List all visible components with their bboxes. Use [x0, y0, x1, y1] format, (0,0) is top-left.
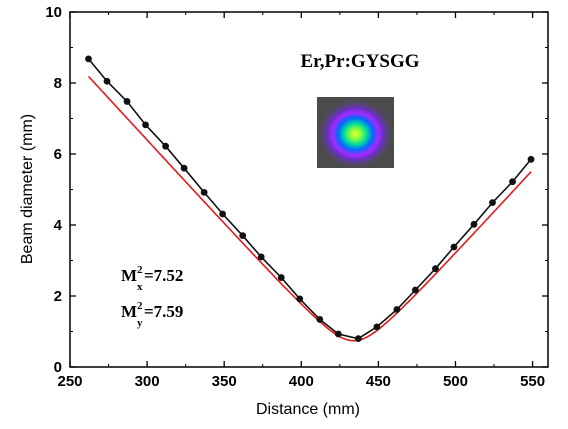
sample-label: Er,Pr:GYSGG	[300, 51, 419, 72]
x-tick-label: 250	[57, 373, 82, 390]
x-tick-label: 550	[520, 373, 545, 390]
x-tick-label: 400	[289, 373, 314, 390]
data-point	[527, 155, 535, 163]
data-point	[393, 306, 401, 313]
data-point	[219, 210, 227, 218]
fit-curve	[87, 75, 532, 342]
svg-text:x: x	[137, 281, 143, 293]
data-point	[277, 274, 285, 281]
svg-text:=7.52: =7.52	[144, 266, 183, 285]
y-tick-label: 0	[54, 359, 62, 376]
x-tick-label: 500	[443, 373, 468, 390]
y-tick-label: 4	[54, 217, 63, 234]
y-tick-label: 2	[54, 288, 62, 305]
svg-text:y: y	[137, 317, 143, 329]
svg-text:M: M	[121, 302, 137, 321]
x-tick-label: 450	[366, 373, 391, 390]
data-point	[334, 330, 342, 338]
tick-group: 250 300 350 400 450 500 550 0 2 4 6 8 10	[45, 4, 548, 390]
x-tick-label: 350	[212, 373, 237, 390]
y-tick-label: 6	[54, 146, 62, 163]
x-tick-label: 300	[135, 373, 160, 390]
data-point	[432, 265, 439, 273]
svg-text:2: 2	[137, 300, 143, 312]
data-point	[103, 77, 111, 85]
data-point	[411, 286, 419, 294]
y-tick-label: 10	[45, 4, 62, 21]
y-tick-label: 8	[54, 75, 62, 92]
data-point	[239, 232, 247, 240]
data-point	[373, 323, 381, 331]
series-layer	[85, 55, 535, 342]
data-point	[470, 220, 478, 228]
data-point	[450, 243, 458, 251]
data-point	[123, 98, 131, 105]
x-axis-title: Distance (mm)	[256, 401, 360, 418]
m2-x-annotation: M 2 x =7.52	[121, 264, 183, 293]
data-point	[509, 178, 516, 186]
data-point	[489, 199, 496, 207]
svg-text:M: M	[121, 266, 137, 285]
svg-text:2: 2	[137, 264, 143, 276]
data-point	[162, 142, 170, 150]
data-point	[180, 164, 188, 172]
data-point	[142, 121, 149, 129]
m2-y-annotation: M 2 y =7.59	[121, 300, 183, 329]
data-line	[87, 58, 532, 340]
svg-text:=7.59: =7.59	[144, 302, 183, 321]
data-point	[296, 295, 304, 303]
data-point	[200, 188, 208, 196]
data-point	[316, 316, 324, 323]
y-axis-title: Beam diameter (mm)	[19, 114, 36, 264]
data-point	[354, 335, 362, 342]
data-point	[85, 55, 92, 63]
data-point	[257, 253, 265, 261]
beam-profile-image	[317, 97, 394, 168]
